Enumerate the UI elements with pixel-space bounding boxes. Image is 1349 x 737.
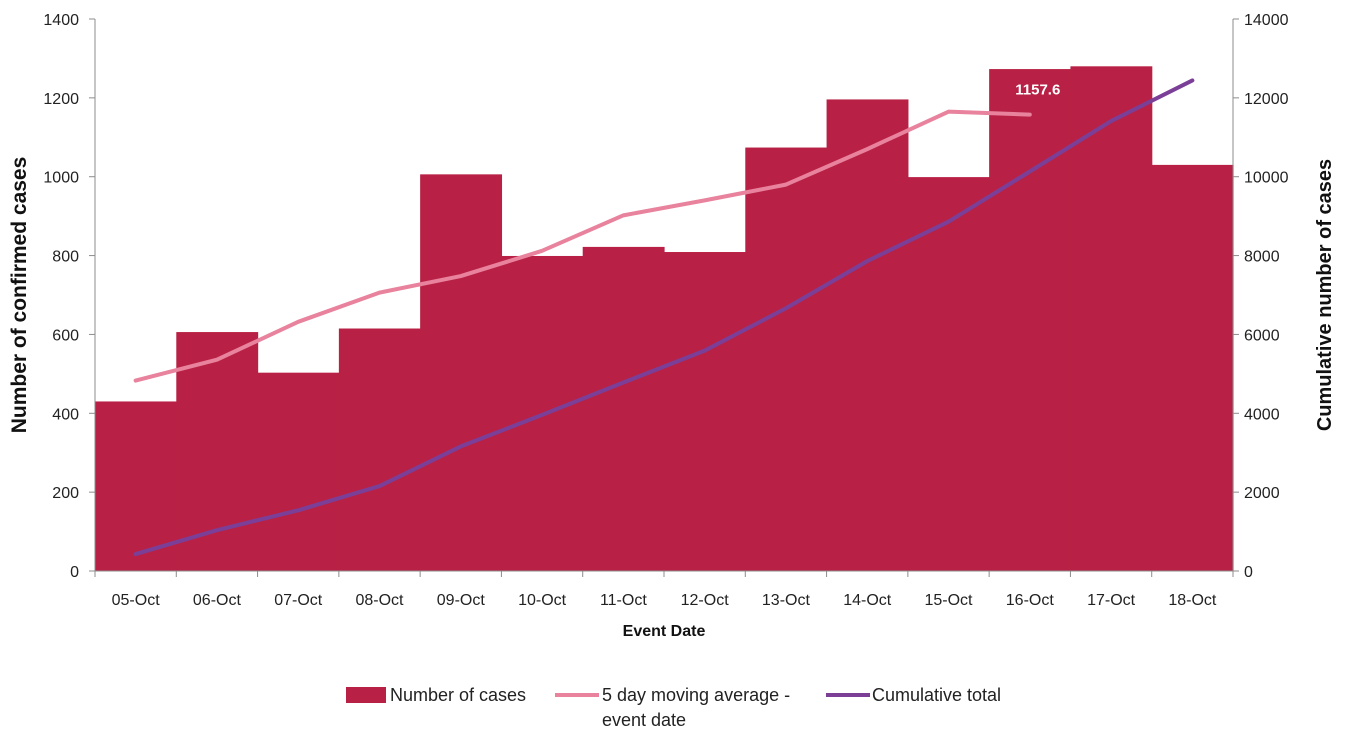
bar-09-Oct (420, 174, 503, 571)
x-tick-label-16-Oct: 16-Oct (1006, 592, 1055, 609)
x-tick-label-13-Oct: 13-Oct (762, 592, 811, 609)
legend-label-cumulative-total: Cumulative total (872, 685, 1001, 705)
axes: 0200400600800100012001400020004000600080… (43, 12, 1288, 609)
bar-17-Oct (1070, 66, 1153, 571)
y-tick-label-left: 200 (52, 485, 79, 502)
bar-05-Oct (95, 401, 177, 571)
line-series (133, 78, 1195, 557)
legend-swatch-number-of-cases (346, 687, 386, 703)
legend: Number of cases 5 day moving average - eve… (346, 685, 1001, 730)
x-tick-label-17-Oct: 17-Oct (1087, 592, 1136, 609)
y-tick-label-right: 0 (1244, 564, 1253, 581)
y-tick-label-left: 800 (52, 249, 79, 266)
bar-13-Oct (745, 147, 828, 572)
x-tick-label-09-Oct: 09-Oct (437, 592, 486, 609)
y-axis-title-right: Cumulative number of cases (1314, 159, 1336, 431)
bar-15-Oct (907, 177, 990, 572)
y-tick-label-right: 6000 (1244, 327, 1280, 344)
y-tick-label-right: 10000 (1244, 170, 1289, 187)
x-tick-label-14-Oct: 14-Oct (843, 592, 892, 609)
legend-label-number-of-cases: Number of cases (390, 685, 526, 705)
bar-16-Oct (989, 69, 1072, 571)
y-tick-label-left: 1400 (43, 12, 79, 29)
x-tick-label-06-Oct: 06-Oct (193, 592, 242, 609)
x-tick-label-11-Oct: 11-Oct (600, 592, 647, 609)
y-tick-label-left: 600 (52, 327, 79, 344)
data-labels: 1157.6 (1015, 82, 1060, 99)
y-tick-label-left: 1000 (43, 170, 79, 187)
line-5-day-moving-average-event-date (133, 109, 1032, 383)
bar-18-Oct (1151, 164, 1234, 571)
y-tick-label-right: 12000 (1244, 91, 1289, 108)
legend-label-moving-average-line1: 5 day moving average - (602, 685, 790, 705)
y-tick-label-right: 14000 (1244, 12, 1289, 29)
y-tick-label-left: 400 (52, 406, 79, 423)
bar-08-Oct (338, 328, 421, 571)
y-tick-label-right: 8000 (1244, 249, 1280, 266)
x-tick-label-18-Oct: 18-Oct (1168, 592, 1217, 609)
bar-series-number-of-cases (95, 66, 1234, 572)
bar-12-Oct (664, 252, 746, 571)
bar-14-Oct (826, 99, 909, 572)
x-tick-label-10-Oct: 10-Oct (518, 592, 567, 609)
x-tick-label-05-Oct: 05-Oct (112, 592, 161, 609)
y-tick-label-left: 1200 (43, 91, 79, 108)
y-tick-label-right: 4000 (1244, 406, 1280, 423)
y-tick-label-right: 2000 (1244, 485, 1280, 502)
legend-label-moving-average-line2: event date (602, 710, 686, 730)
y-axis-title-left: Number of confirmed cases (8, 157, 31, 434)
bar-11-Oct (582, 246, 665, 571)
axis-titles: Event Date Number of confirmed cases Cum… (8, 157, 1336, 640)
x-axis-title: Event Date (623, 623, 706, 640)
bar-07-Oct (257, 372, 340, 571)
data-label-moving-average: 1157.6 (1015, 82, 1060, 99)
x-tick-label-08-Oct: 08-Oct (355, 592, 404, 609)
x-tick-label-12-Oct: 12-Oct (681, 592, 730, 609)
x-tick-label-15-Oct: 15-Oct (924, 592, 973, 609)
x-tick-label-07-Oct: 07-Oct (274, 592, 323, 609)
line-cumulative-total (133, 78, 1195, 557)
y-tick-label-left: 0 (70, 564, 79, 581)
